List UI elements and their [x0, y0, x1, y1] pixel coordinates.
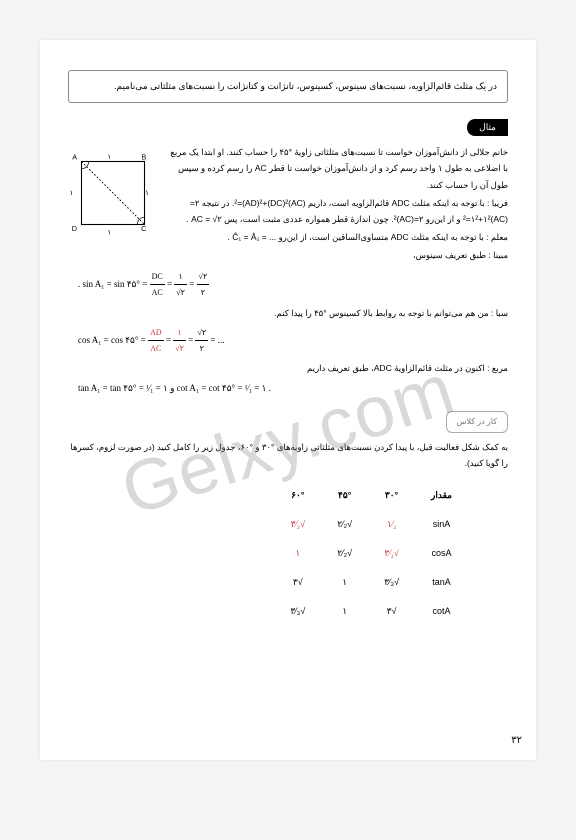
table-row: cotA √۳ ۱ √۳⁄₃: [274, 597, 468, 626]
svg-text:B: B: [142, 153, 147, 162]
svg-text:۱: ۱: [107, 228, 111, 237]
definition-text: در یک مثلث قائم‌الزاویه، نسبت‌های سینوس،…: [114, 81, 497, 91]
trig-table: مقدار ۳۰° ۴۵° ۶۰° sinA ۱⁄₂ √۲⁄₂ √۳⁄₂ cos…: [274, 481, 468, 626]
section-badge-wrap: کار در کلاس: [68, 401, 508, 438]
para-7: به کمک شکل فعالیت قبل، با پیدا کردن نسبت…: [68, 439, 508, 471]
svg-text:۱: ۱: [145, 188, 149, 197]
th-45: ۴۵°: [321, 481, 368, 510]
math-tan45: tan A₁ = tan ۴۵° = ¹⁄₁ = ۱ و cot A₁ = co…: [68, 380, 508, 397]
para-4: مبینا : طبق تعریف سینوس،: [68, 247, 508, 263]
para-5: سبا : من هم می‌توانم با توجه به روابط با…: [68, 305, 508, 321]
square-figure: A B C D ۱ ۱ ۱ ۱: [68, 148, 158, 238]
th-60: ۶۰°: [274, 481, 321, 510]
example-badge-wrap: مثال: [68, 117, 508, 144]
table-row: tanA √۳⁄₃ ۱ √۳: [274, 568, 468, 597]
para-6: مربع : اکنون در مثلث قائم‌الزاویهٔ ADC، …: [68, 360, 508, 376]
example-badge: مثال: [467, 119, 508, 136]
svg-text:A: A: [72, 153, 77, 162]
svg-text:۱: ۱: [107, 152, 111, 161]
example-body: A B C D ۱ ۱ ۱ ۱ خانم جلالی از دانش‌آموزا…: [68, 144, 508, 626]
svg-text:C: C: [141, 224, 146, 233]
table-header-row: مقدار ۳۰° ۴۵° ۶۰°: [274, 481, 468, 510]
table-row: cosA √۳⁄₂ √۲⁄₂ ۱: [274, 539, 468, 568]
th-label: مقدار: [415, 481, 468, 510]
th-30: ۳۰°: [368, 481, 415, 510]
page-number: ۳۲: [511, 735, 522, 746]
definition-box: در یک مثلث قائم‌الزاویه، نسبت‌های سینوس،…: [68, 70, 508, 103]
textbook-page: در یک مثلث قائم‌الزاویه، نسبت‌های سینوس،…: [40, 40, 536, 760]
math-cos45: cos A₁ = cos ۴۵° = ADAC = ۱√۲ = √۲۲ = ..…: [68, 325, 508, 356]
table-row: sinA ۱⁄₂ √۲⁄₂ √۳⁄₂: [274, 510, 468, 539]
math-sin45: . sin A₁ = sin ۴۵° = DCAC = ۱√۲ = √۲۲: [68, 269, 508, 300]
svg-text:D: D: [72, 224, 77, 233]
section-badge: کار در کلاس: [446, 411, 508, 432]
svg-text:۱: ۱: [70, 188, 74, 197]
